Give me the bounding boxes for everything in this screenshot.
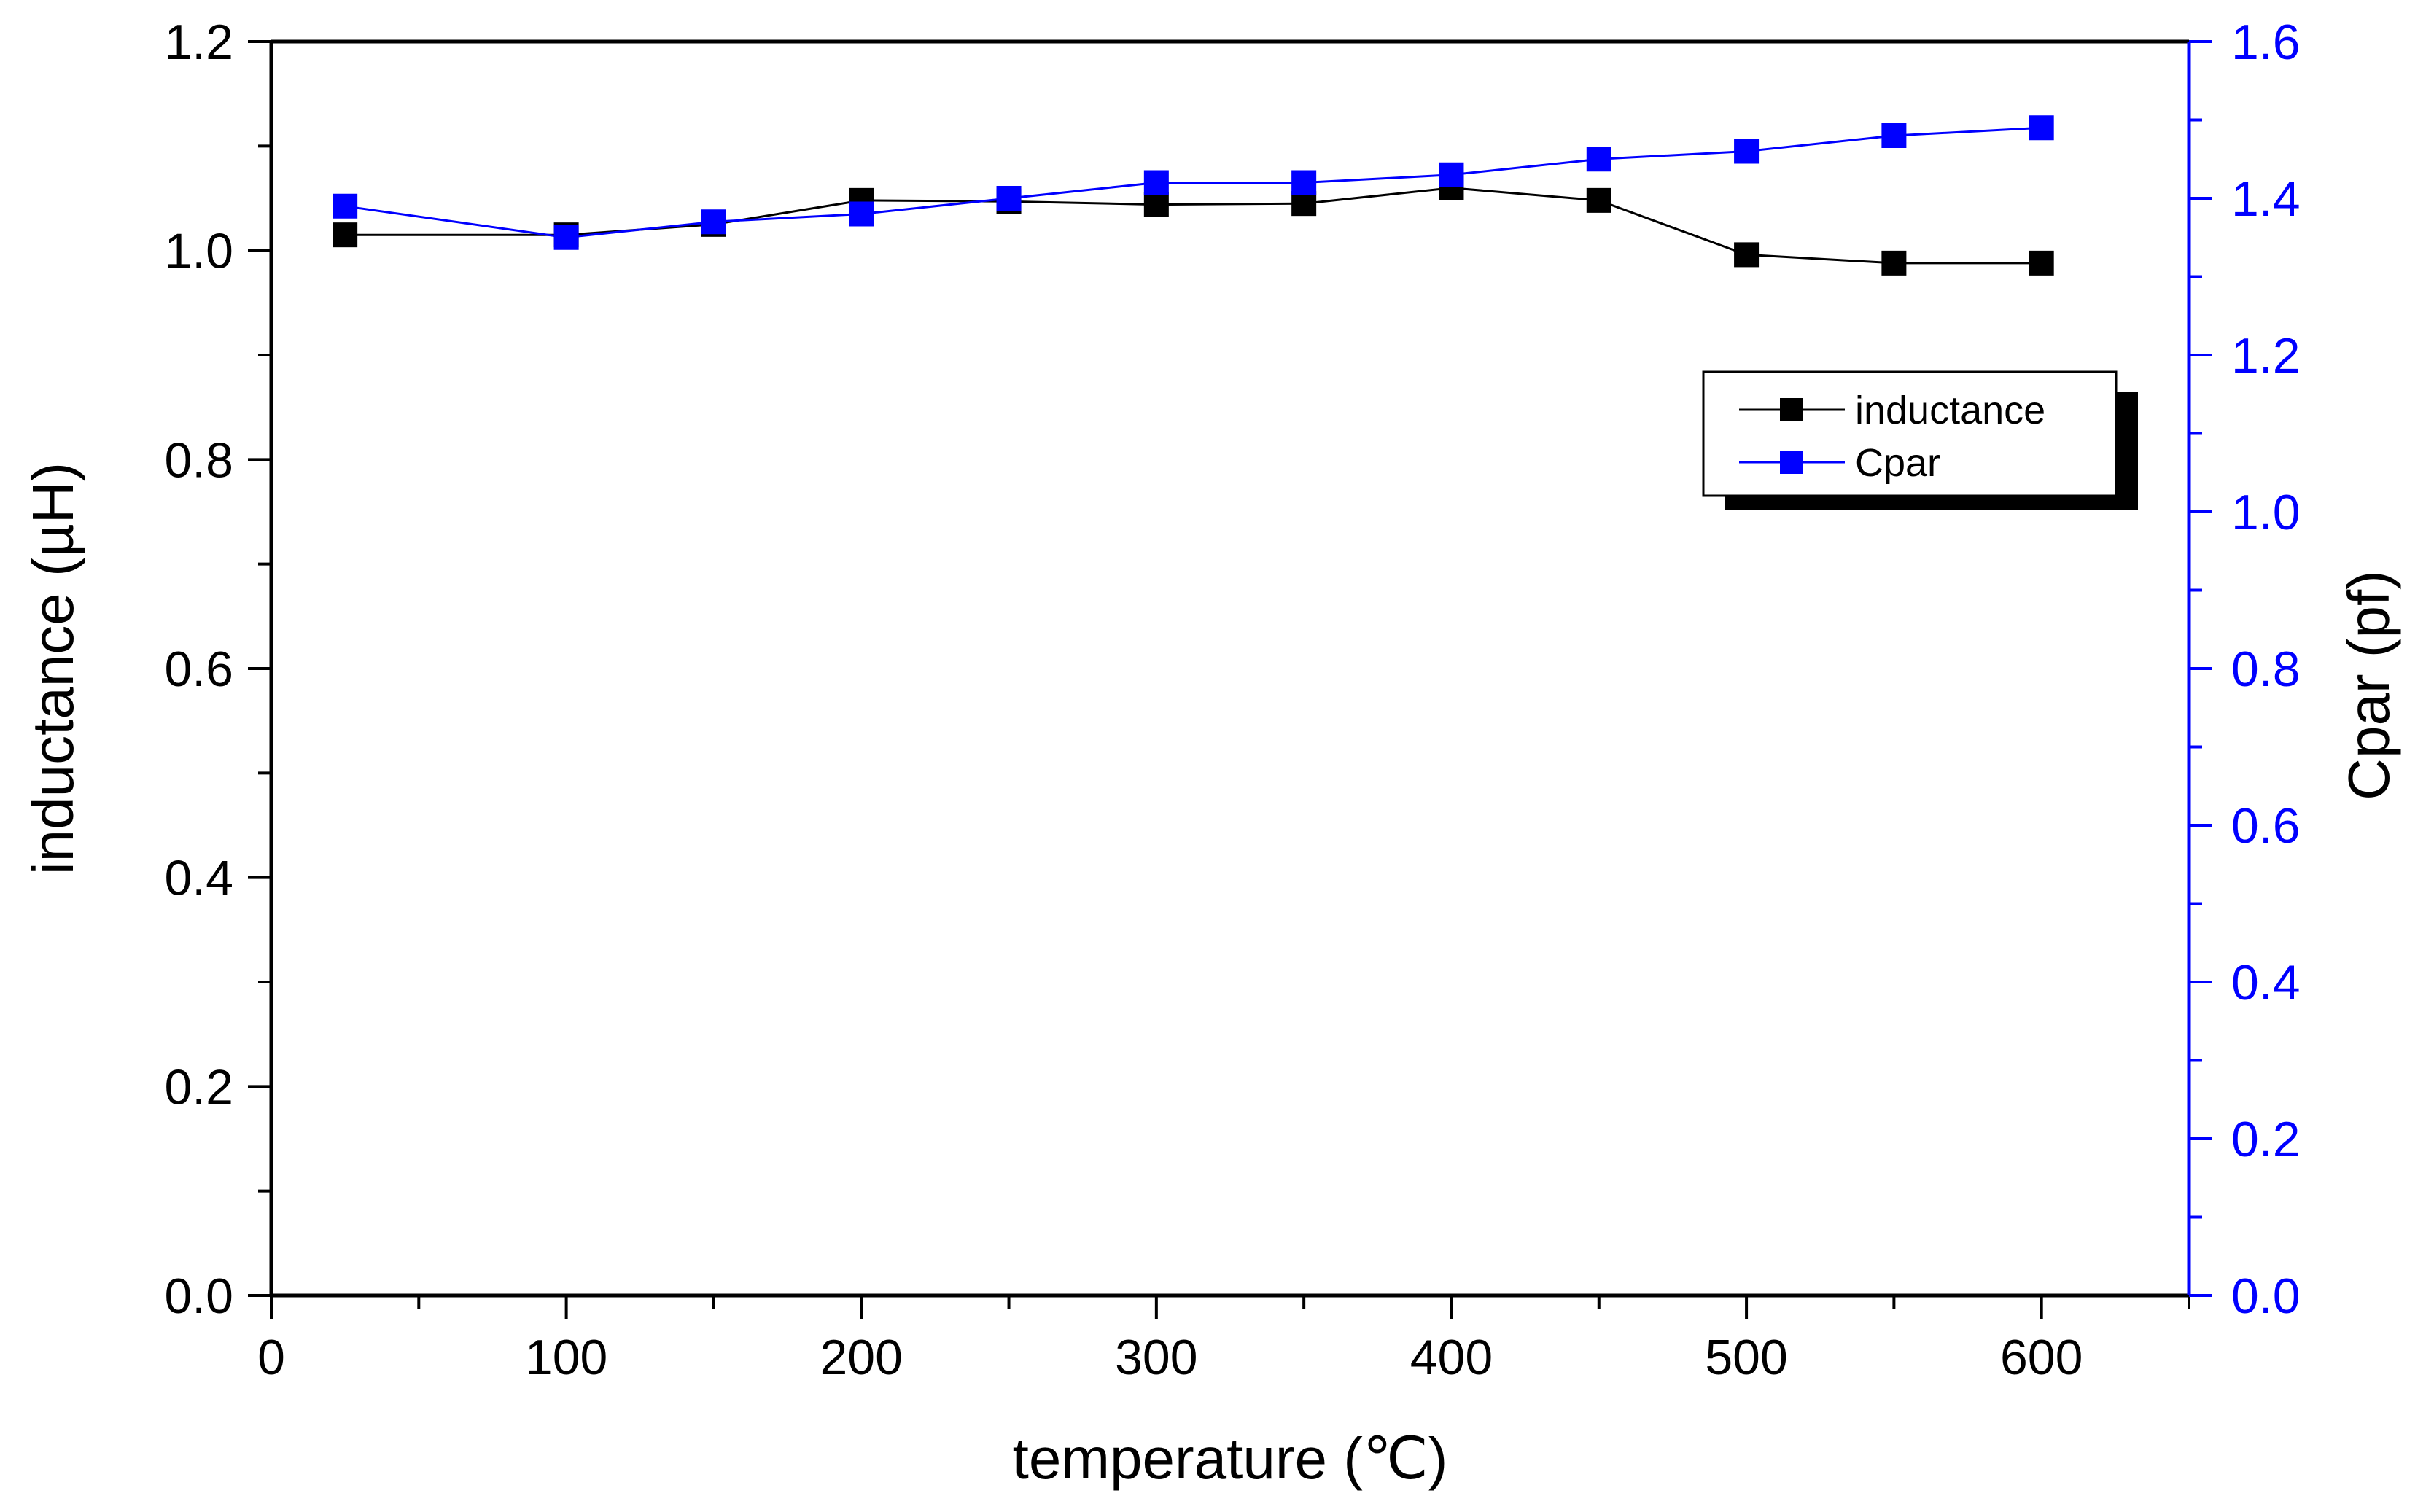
- cpar-point: [849, 201, 874, 227]
- tick-labels: 0 100 200 300 400 500 600 0.0 0.2 0.4 0.6 0.8 1.0 1.2…: [164, 15, 2300, 1385]
- y2-tick-label: 0.8: [2231, 642, 2301, 697]
- legend-cpar-marker: [1780, 451, 1803, 474]
- inductance-point: [1734, 242, 1760, 268]
- cpar-point: [996, 186, 1022, 211]
- y2-tick-label: 0.0: [2231, 1269, 2301, 1324]
- cpar-point: [553, 225, 579, 250]
- x-tick-label: 500: [1705, 1330, 1787, 1385]
- y2-tick-label: 1.6: [2231, 15, 2301, 70]
- ticks: [248, 40, 2212, 1319]
- right-y-axis-title: Cpar (pf): [2336, 570, 2401, 800]
- y2-tick-label: 1.0: [2231, 485, 2301, 540]
- cpar-point: [1586, 147, 1611, 172]
- legend-box: [1702, 370, 2118, 497]
- cpar-series-line: [344, 126, 2042, 239]
- left-y-axis-title: inductance (µH): [20, 462, 85, 875]
- x-tick-label: 400: [1410, 1330, 1493, 1385]
- y-tick-label: 0.6: [164, 642, 233, 697]
- x-axis-title: temperature (℃): [1013, 1426, 1448, 1491]
- legend-inductance-label: inductance: [1855, 389, 2045, 432]
- y2-tick-label: 1.2: [2231, 328, 2301, 383]
- series-markers: [333, 115, 2054, 276]
- inductance-point: [2029, 250, 2054, 276]
- cpar-point: [701, 209, 726, 235]
- x-tick-label: 0: [257, 1330, 285, 1385]
- y-tick-label: 0.8: [164, 432, 233, 488]
- series-lines: [344, 126, 2042, 265]
- y-tick-label: 0.2: [164, 1059, 233, 1115]
- legend-inductance-marker: [1780, 398, 1803, 421]
- y2-tick-label: 0.2: [2231, 1112, 2301, 1167]
- cpar-point: [1291, 170, 1317, 195]
- inductance-point: [1586, 187, 1611, 213]
- y-tick-label: 1.0: [164, 224, 233, 279]
- cpar-point: [333, 193, 358, 219]
- inductance-point: [1291, 191, 1317, 217]
- cpar-point: [2029, 115, 2054, 141]
- y-tick-label: 0.4: [164, 851, 233, 906]
- x-tick-label: 200: [820, 1330, 902, 1385]
- cpar-point: [1439, 162, 1464, 187]
- x-tick-label: 300: [1115, 1330, 1197, 1385]
- y-tick-label: 1.2: [164, 15, 233, 70]
- y-tick-label: 0.0: [164, 1269, 233, 1324]
- x-tick-label: 600: [2000, 1330, 2083, 1385]
- inductance-point: [333, 222, 358, 248]
- cpar-point: [1143, 170, 1169, 195]
- cpar-point: [1881, 123, 1907, 148]
- legend-cpar-label: Cpar: [1855, 441, 1940, 485]
- x-tick-label: 100: [525, 1330, 607, 1385]
- cpar-point: [1734, 139, 1760, 164]
- inductance-series-line: [345, 187, 2042, 265]
- y2-tick-label: 1.4: [2231, 171, 2301, 227]
- y2-tick-label: 0.4: [2231, 955, 2301, 1010]
- legend: inductance Cpar: [1702, 370, 2138, 510]
- y2-tick-label: 0.6: [2231, 798, 2301, 854]
- inductance-point: [1881, 250, 1907, 276]
- inductance-point: [1143, 192, 1169, 217]
